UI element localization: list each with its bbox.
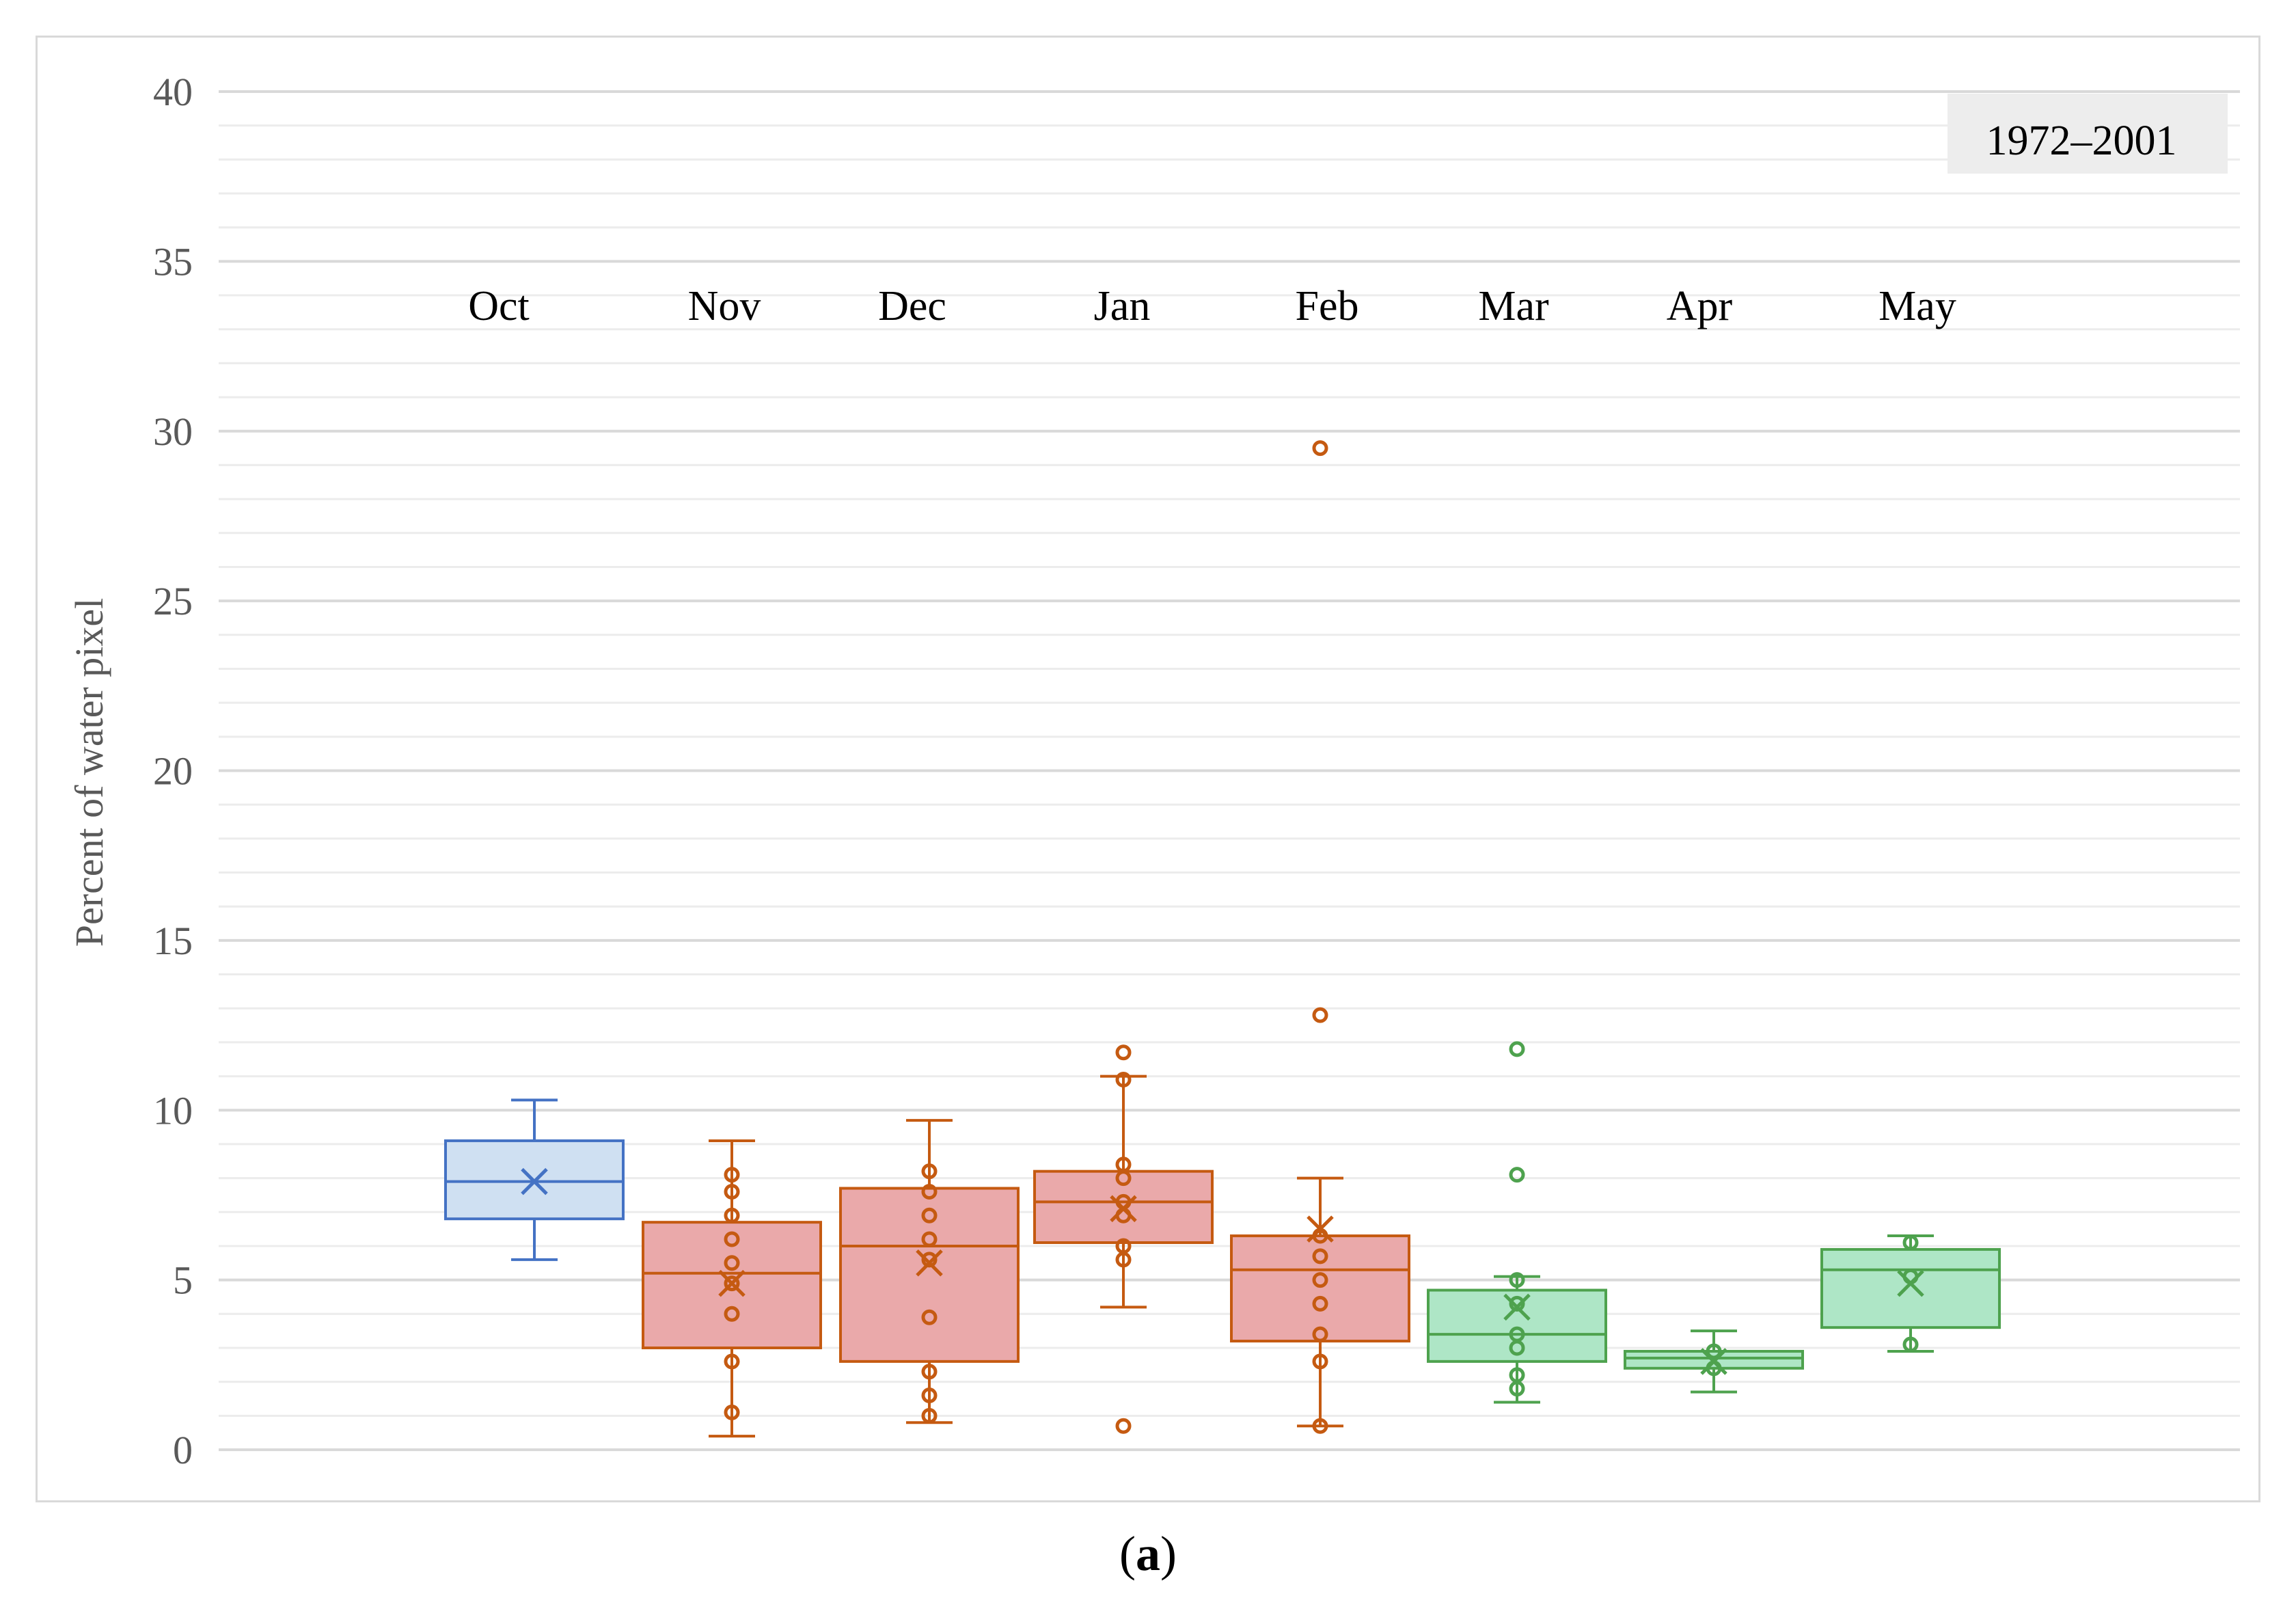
data-point — [1115, 1238, 1132, 1254]
mean-marker — [521, 1167, 548, 1195]
box-series — [444, 440, 2001, 1438]
y-tick-label: 20 — [153, 749, 193, 794]
data-point — [1509, 1295, 1525, 1312]
y-tick-label: 30 — [153, 409, 193, 454]
data-point — [1312, 440, 1328, 457]
y-axis-label: Percent of water pixel — [67, 598, 111, 947]
box-iqr — [1427, 1288, 1607, 1363]
y-tick-label: 40 — [153, 70, 193, 114]
data-point — [921, 1309, 938, 1325]
data-point — [1312, 1418, 1328, 1434]
category-label: Oct — [468, 283, 530, 329]
data-point — [921, 1231, 938, 1247]
data-point — [1902, 1336, 1919, 1353]
box-iqr — [839, 1187, 1020, 1363]
box-feb — [1230, 440, 1410, 1434]
data-point — [1115, 1157, 1132, 1173]
data-point — [724, 1207, 740, 1223]
caption-letter: a — [1136, 1526, 1160, 1581]
data-point — [724, 1183, 740, 1200]
data-point — [1509, 1041, 1525, 1057]
category-label: Dec — [878, 283, 946, 329]
category-label: Jan — [1094, 283, 1151, 329]
y-tick-label: 15 — [153, 919, 193, 963]
data-point — [1312, 1248, 1328, 1265]
data-point — [921, 1252, 938, 1268]
data-point — [1312, 1326, 1328, 1342]
data-point — [724, 1255, 740, 1271]
chart-frame — [36, 36, 2260, 1502]
legend: 1972–2001 — [1948, 94, 2228, 174]
mean-marker — [916, 1249, 943, 1277]
y-tick-label: 5 — [173, 1258, 193, 1303]
category-label: Apr — [1667, 283, 1733, 329]
y-tick-label: 25 — [153, 579, 193, 623]
box-nov — [642, 1139, 822, 1438]
y-tick-label: 35 — [153, 239, 193, 284]
box-iqr — [1230, 1234, 1410, 1343]
data-point — [1902, 1234, 1919, 1251]
mean-marker — [1897, 1269, 1924, 1297]
box-oct — [444, 1098, 625, 1261]
caption-open: ( — [1119, 1526, 1136, 1581]
data-point — [921, 1364, 938, 1380]
caption-close: ) — [1160, 1526, 1177, 1581]
data-point — [1706, 1343, 1722, 1360]
category-label: May — [1878, 283, 1956, 329]
category-labels: Oct Nov Dec Jan Feb Mar Apr May — [468, 283, 1956, 329]
data-point — [921, 1163, 938, 1180]
box-iqr — [1820, 1247, 2001, 1329]
data-point — [1312, 1272, 1328, 1288]
data-point — [1312, 1007, 1328, 1023]
figure-caption: (a) — [0, 1526, 2296, 1582]
mean-marker — [1700, 1348, 1727, 1375]
box-mar — [1427, 1041, 1607, 1404]
data-point — [724, 1353, 740, 1370]
data-point — [724, 1404, 740, 1420]
category-label: Nov — [688, 283, 761, 329]
category-label: Feb — [1296, 283, 1359, 329]
data-point — [724, 1231, 740, 1247]
y-axis-ticks: 0 5 10 15 20 25 30 35 40 — [153, 70, 193, 1472]
data-point — [724, 1167, 740, 1183]
data-point — [921, 1207, 938, 1223]
data-point — [921, 1407, 938, 1424]
legend-label: 1972–2001 — [1986, 118, 2177, 164]
legend-box — [1948, 94, 2228, 174]
data-point — [1509, 1167, 1525, 1183]
data-point — [724, 1306, 740, 1322]
box-jan — [1033, 1044, 1214, 1434]
data-point — [1115, 1072, 1132, 1088]
y-tick-label: 10 — [153, 1088, 193, 1133]
mean-marker — [1110, 1195, 1137, 1223]
mean-marker — [1503, 1293, 1531, 1321]
data-point — [921, 1388, 938, 1404]
data-point — [1115, 1044, 1132, 1061]
data-point — [724, 1275, 740, 1292]
data-point — [1115, 1418, 1132, 1434]
box-may — [1820, 1234, 2001, 1353]
category-label: Mar — [1478, 283, 1549, 329]
box-dec — [839, 1119, 1020, 1424]
box-iqr — [642, 1221, 822, 1349]
data-point — [1312, 1295, 1328, 1312]
mean-marker — [1307, 1215, 1334, 1243]
data-point — [1509, 1326, 1525, 1342]
y-tick-label: 0 — [173, 1428, 193, 1472]
box-apr — [1624, 1329, 1804, 1394]
mean-marker — [718, 1269, 746, 1297]
data-point — [1509, 1367, 1525, 1383]
data-point — [1312, 1353, 1328, 1370]
data-point — [1509, 1272, 1525, 1288]
data-point — [921, 1183, 938, 1200]
